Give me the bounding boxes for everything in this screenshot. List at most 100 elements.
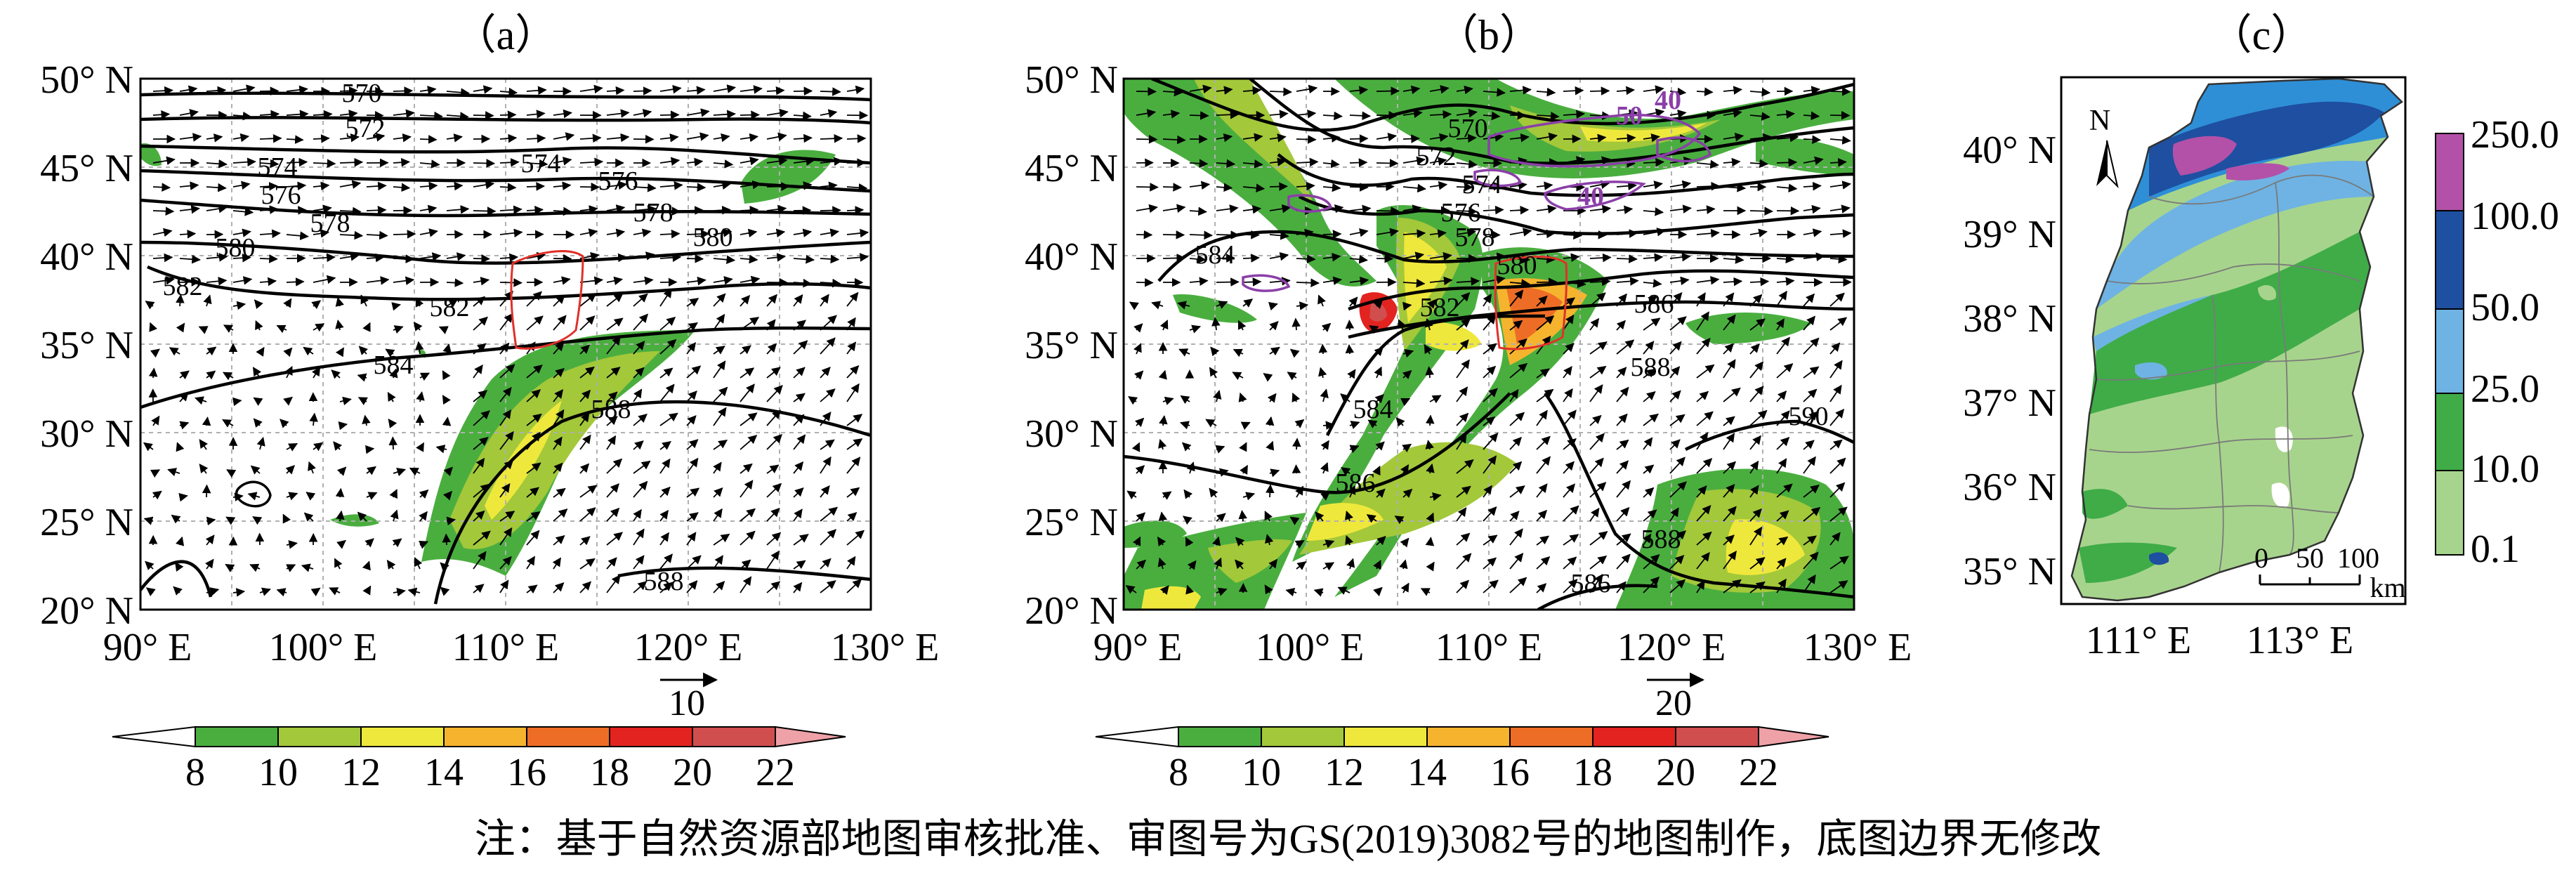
panel-b-red-outline [1494,256,1568,350]
contour-label: 588 [1641,525,1681,554]
lat-tick-label: 20° N [40,589,133,633]
colorbar-tick-label: 18 [1573,751,1612,794]
lat-tick-label: 30° N [1025,412,1118,456]
scale-tick-label: 50 [2296,542,2324,574]
lat-tick-label: 50° N [1025,58,1118,102]
panel-b-label: （b） [1436,12,1542,58]
colorbar-segment [609,726,693,747]
panel-a-colorbar: 8 10 12 14 16 18 20 22 [112,726,846,794]
colorbar-tick-label: 8 [185,751,205,794]
colorbar-tick-label: 16 [1490,751,1530,794]
lat-tick-label: 40° N [1963,129,2056,172]
colorbar-segment [1509,726,1593,747]
lat-tick-label: 50° N [40,58,133,102]
colorbar-segment [1426,726,1511,747]
contour-label: 584 [1353,395,1393,424]
panel-a-geopotential-contours [140,91,871,605]
contour-label: 578 [633,198,673,228]
panel-a-contour-labels: 570 572 574 576 578 580 582 584 588 588 [163,79,684,596]
colorbar-tick-label: 14 [1407,751,1447,794]
colorbar-segment [1343,726,1428,747]
lon-tick-label: 110° E [1435,626,1543,669]
contour-label: 578 [1455,223,1495,252]
panel-c: （c） [1963,12,2559,662]
scale-bar: 0 50 100 km [2254,542,2406,603]
lon-tick-label: 120° E [1617,626,1726,669]
north-arrow-icon: N [2089,105,2119,189]
panel-c-lat-ticks: 40° N 39° N 38° N 37° N 36° N 35° N [1963,129,2056,593]
lon-tick-label: 100° E [269,626,378,669]
panel-a-lon-ticks: 90° E 100° E 110° E 120° E 130° E [103,626,940,669]
contour-label: 572 [346,114,386,143]
contour-label: 588 [1631,353,1671,382]
north-label: N [2089,105,2110,137]
colorbar-tick-label: 8 [1169,751,1188,794]
lon-tick-label: 90° E [103,626,192,669]
contour-label: 586 [1634,289,1674,319]
colorbar-segment [526,726,610,747]
contour-label: 588 [591,395,631,424]
panel-c-label: （c） [2210,12,2313,58]
panel-a-small-contour [235,480,272,508]
lat-tick-label: 45° N [40,147,133,190]
contour-label: 586 [1336,468,1376,498]
panel-b-lat-ticks: 50° N 45° N 40° N 35° N 30° N 25° N 20° … [1025,58,1118,633]
panel-a-label: （a） [454,12,558,58]
contour-label: 588 [644,567,684,596]
panel-b-colorbar: 8 10 12 14 16 18 20 22 [1095,726,1829,794]
colorbar-segment [277,726,362,747]
contour-label: 574 [521,149,561,178]
lon-tick-label: 111° E [2086,619,2191,662]
contour-label: 584 [374,350,414,380]
colorbar-tick-label: 20 [673,751,712,794]
contour-label: 586 [1571,569,1611,598]
contour-label: 590 [1789,402,1829,431]
scale-unit-label: km [2370,572,2405,603]
contour-label: 576 [598,166,638,196]
contour-label: 574 [258,152,298,182]
scale-tick-label: 0 [2254,542,2268,574]
contour-label: 576 [261,180,301,210]
contour-label: 572 [1417,142,1457,171]
colorbar-segment [195,726,279,747]
lat-tick-label: 39° N [1963,213,2056,256]
panel-b: （b） [1025,12,1912,794]
colorbar-tick-label: 10 [1242,751,1281,794]
lat-tick-label: 40° N [40,235,133,279]
contour-label: 580 [1497,251,1537,280]
province-outline [2070,77,2403,602]
purple-contour-label: 40 [1655,86,1681,115]
purple-contour-label: 40 [1577,182,1604,211]
contour-label: 582 [430,293,470,322]
lat-tick-label: 45° N [1025,147,1118,190]
lat-tick-label: 35° N [1025,324,1118,367]
contour-label: 578 [310,209,350,238]
legend-label: 25.0 [2471,367,2539,411]
panel-c-precipitation-map [2070,77,2403,602]
lon-tick-label: 120° E [634,626,743,669]
panel-c-frame [2060,76,2407,605]
panel-a-wind-vectors [143,84,869,597]
panel-b-frame [1122,77,1855,611]
colorbar-segment [1178,726,1262,747]
contour-label: 582 [1420,293,1460,322]
lat-tick-label: 35° N [1963,550,2056,593]
contour-label: 574 [1462,170,1502,199]
colorbar-segment [1675,726,1759,747]
lat-tick-label: 35° N [40,324,133,367]
reference-vector-label: 20 [1655,683,1692,723]
figure-footnote: 注：基于自然资源部地图审核批准、审图号为GS(2019)3082号的地图制作，底… [474,816,2102,862]
precipitation-legend: 250.0 100.0 50.0 25.0 10.0 0.1 [2435,113,2559,571]
legend-label: 250.0 [2471,113,2559,157]
lat-tick-label: 30° N [40,412,133,456]
colorbar-tick-label: 18 [590,751,629,794]
panel-a-reference-vector: 10 [660,672,718,723]
colorbar-segment [692,726,776,747]
lon-tick-label: 130° E [1803,626,1912,669]
panel-b-geopotential-contours [1124,79,1854,610]
purple-contour-label: 50 [1616,101,1643,131]
contour-label: 580 [216,233,256,263]
panel-b-reference-vector: 20 [1647,672,1705,723]
colorbar-segment [1261,726,1345,747]
lon-tick-label: 110° E [452,626,560,669]
